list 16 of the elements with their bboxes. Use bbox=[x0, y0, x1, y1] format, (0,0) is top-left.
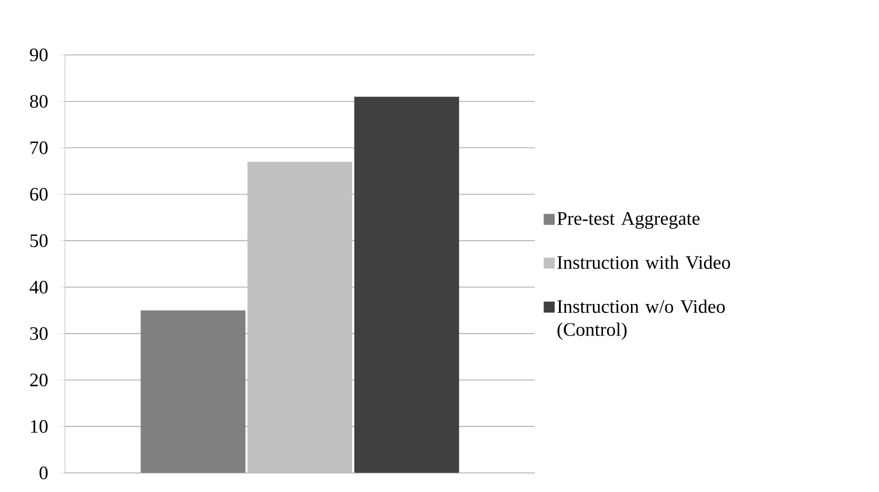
y-tick-label: 80 bbox=[30, 95, 48, 108]
y-tick-label: 10 bbox=[30, 420, 48, 433]
legend-label: Instruction with Video bbox=[557, 256, 730, 270]
bar bbox=[247, 162, 352, 474]
legend-label: Pre-test Aggregate bbox=[557, 212, 700, 229]
bar bbox=[354, 96, 460, 474]
y-tick-label: 50 bbox=[30, 234, 48, 248]
y-tick-label: 90 bbox=[30, 48, 48, 62]
legend-label: Instruction w/o Video (Control) bbox=[557, 300, 725, 340]
y-tick-label: 20 bbox=[30, 374, 48, 387]
y-tick-label: 30 bbox=[30, 327, 48, 340]
bar bbox=[140, 310, 246, 474]
y-tick-label: 60 bbox=[30, 188, 48, 201]
y-tick-label: 40 bbox=[30, 280, 48, 294]
y-tick-label: 70 bbox=[30, 142, 48, 154]
y-tick-label: 0 bbox=[40, 466, 48, 480]
